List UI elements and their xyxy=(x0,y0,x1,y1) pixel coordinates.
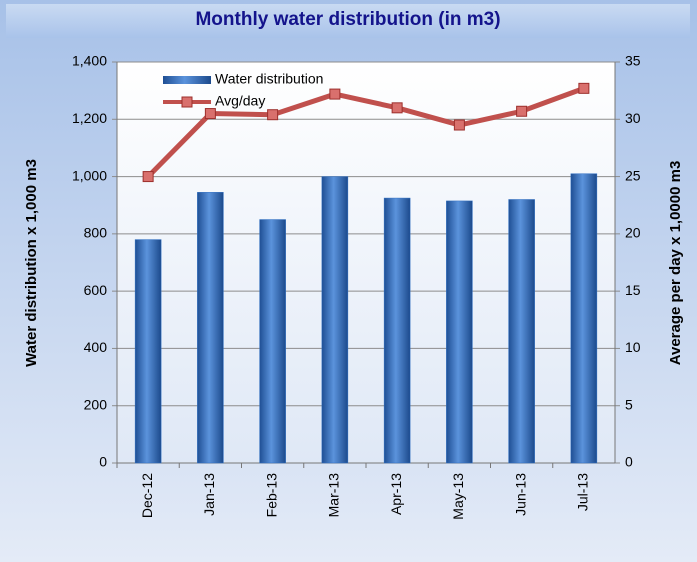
bar xyxy=(383,197,411,464)
x-tick-label: Jul-13 xyxy=(575,473,591,511)
y-tick-label: 0 xyxy=(99,454,107,470)
y2-tick-label: 20 xyxy=(625,225,641,241)
marker xyxy=(516,105,528,117)
y-axis-label: Water distribution x 1,000 m3 xyxy=(23,159,40,367)
y-tick-label: 1,200 xyxy=(72,110,107,126)
bar xyxy=(446,200,473,464)
marker xyxy=(453,119,465,131)
bar xyxy=(321,176,349,464)
y-tick-label: 800 xyxy=(84,225,108,241)
y2-tick-label: 0 xyxy=(625,454,633,470)
bar xyxy=(259,219,286,464)
legend-label: Water distribution xyxy=(215,71,323,87)
y2-tick-label: 15 xyxy=(625,282,641,298)
y-tick-label: 200 xyxy=(84,396,108,412)
line xyxy=(146,86,585,179)
chart-title: Monthly water distribution (in m3) xyxy=(195,9,500,30)
marker xyxy=(204,108,216,120)
y-tick-label: 400 xyxy=(84,339,108,355)
bar xyxy=(508,199,535,464)
x-tick-label: Apr-13 xyxy=(388,473,404,515)
y-tick-label: 1,000 xyxy=(72,167,107,183)
bar xyxy=(134,239,162,464)
bar xyxy=(197,192,224,464)
marker xyxy=(267,109,279,121)
marker xyxy=(329,88,341,100)
bar xyxy=(570,173,598,464)
legend-swatch xyxy=(163,76,211,84)
x-tick-label: Mar-13 xyxy=(326,473,342,518)
legend-label: Avg/day xyxy=(215,93,265,109)
y-tick-label: 600 xyxy=(84,282,108,298)
marker xyxy=(142,171,154,183)
legend-marker xyxy=(181,96,193,108)
title-bar xyxy=(6,4,690,38)
x-tick-label: Feb-13 xyxy=(263,473,279,518)
x-tick-label: Dec-12 xyxy=(139,473,155,518)
y2-tick-label: 25 xyxy=(625,167,641,183)
y2-axis-label: Average per day x 1,0000 m3 xyxy=(667,161,684,366)
plot-area xyxy=(117,62,615,463)
marker xyxy=(391,102,403,114)
x-tick-label: Jan-13 xyxy=(201,473,217,516)
y2-tick-label: 35 xyxy=(625,53,641,69)
marker xyxy=(578,82,590,94)
y2-tick-label: 30 xyxy=(625,110,641,126)
x-tick-label: May-13 xyxy=(450,473,466,520)
x-tick-label: Jun-13 xyxy=(512,473,528,516)
y-tick-label: 1,400 xyxy=(72,53,107,69)
y2-tick-label: 10 xyxy=(625,339,641,355)
y2-tick-label: 5 xyxy=(625,396,633,412)
